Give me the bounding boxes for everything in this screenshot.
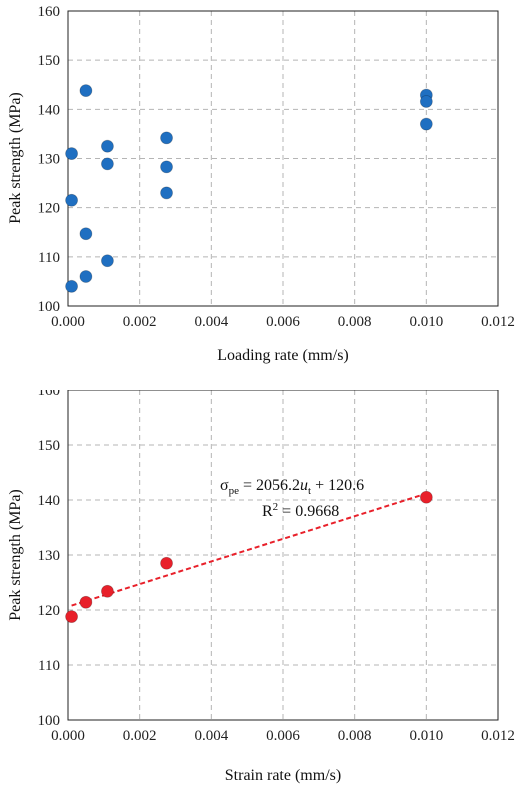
x-tick-label: 0.004 (194, 728, 228, 744)
data-points (65, 490, 433, 624)
data-point (65, 147, 78, 160)
x-axis-label: Strain rate (mm/s) (225, 767, 341, 784)
y-tick-label: 150 (38, 53, 61, 69)
y-tick-label: 100 (38, 713, 61, 729)
x-tick-label: 0.006 (266, 728, 300, 744)
y-tick-label: 160 (38, 390, 61, 399)
x-tick-label: 0.000 (51, 314, 85, 330)
y-tick-label: 110 (38, 250, 60, 266)
plot-area-frame (67, 10, 499, 307)
grid (68, 11, 498, 306)
x-tick-label: 0.004 (194, 314, 228, 330)
x-tick-label: 0.002 (123, 314, 157, 330)
r-squared: R2 = 0.9668 (262, 501, 339, 520)
data-point (160, 186, 173, 200)
data-point (101, 157, 114, 171)
y-tick-label: 140 (38, 102, 61, 118)
y-tick-label: 130 (38, 548, 61, 564)
y-tick-labels: 100 110 120 130 140 150 160 (38, 390, 61, 729)
chart-bottom: 0.000 0.002 0.004 0.006 0.008 0.010 0.012 1001… (7, 390, 515, 784)
data-point (79, 84, 93, 98)
data-point (79, 595, 93, 609)
x-tick-label: 0.008 (338, 314, 372, 330)
data-point (65, 610, 78, 624)
x-axis-label: Loading rate (mm/s) (217, 347, 349, 364)
data-point (101, 139, 114, 153)
x-tick-label: 0.010 (409, 314, 443, 330)
x-tick-label: 0.012 (481, 314, 515, 330)
y-tick-label: 100 (38, 299, 61, 315)
y-tick-label: 120 (38, 603, 61, 619)
x-tick-labels: 0.000 0.002 0.004 0.006 0.008 0.010 0.012 (51, 314, 515, 330)
x-tick-label: 0.012 (481, 728, 515, 744)
y-tick-label: 130 (38, 152, 61, 168)
y-tick-label: 140 (38, 493, 61, 509)
plot-area-frame (67, 390, 499, 721)
x-tick-label: 0.002 (123, 728, 157, 744)
data-point (79, 227, 93, 241)
data-point (419, 117, 433, 131)
data-point (65, 193, 78, 207)
chart-top: 0.000 0.002 0.004 0.006 0.008 0.010 0.012 1001… (7, 4, 515, 364)
y-tick-label: 160 (38, 4, 61, 20)
data-point (419, 95, 433, 108)
fit-line-group (71, 492, 427, 607)
y-tick-label: 120 (38, 201, 61, 217)
x-tick-labels: 0.000 0.002 0.004 0.006 0.008 0.010 0.012 (51, 728, 515, 744)
y-tick-labels: 100 110 120 130 140 150 160 (38, 4, 61, 315)
data-point (65, 279, 78, 293)
grid (68, 390, 498, 720)
fit-line (71, 492, 427, 607)
data-point (160, 160, 173, 174)
data-point (79, 270, 93, 283)
data-point (101, 584, 114, 598)
x-tick-label: 0.008 (338, 728, 372, 744)
y-axis-label: Peak strength (MPa) (7, 92, 24, 224)
y-axis-label: Peak strength (MPa) (7, 489, 24, 621)
y-tick-label: 110 (38, 658, 60, 674)
data-point (160, 556, 173, 570)
y-tick-label: 150 (38, 438, 61, 454)
fit-equation: σpe = 2056.2ut + 120.6 (220, 477, 364, 497)
data-point (160, 131, 173, 145)
x-tick-label: 0.006 (266, 314, 300, 330)
data-point (419, 490, 433, 504)
x-tick-label: 0.000 (51, 728, 85, 744)
data-point (101, 254, 114, 268)
data-points (65, 84, 433, 293)
x-tick-label: 0.010 (409, 728, 443, 744)
